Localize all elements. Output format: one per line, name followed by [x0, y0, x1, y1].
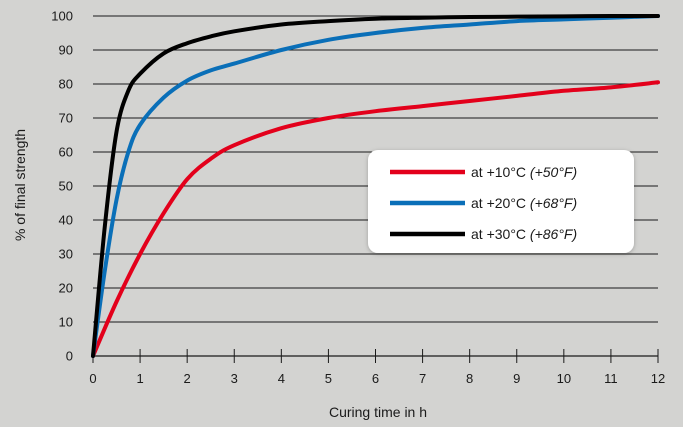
legend: at +10°C (+50°F)at +20°C (+68°F)at +30°C…: [368, 150, 634, 253]
legend-label: at +20°C (+68°F): [471, 195, 577, 211]
series-line-30c: [91, 13, 660, 358]
x-tick-label: 12: [651, 371, 665, 386]
legend-label-fahrenheit: (+86°F): [530, 226, 577, 242]
legend-item-10c: at +10°C (+50°F): [390, 164, 577, 180]
legend-item-30c: at +30°C (+86°F): [390, 226, 577, 242]
x-tick-label: 7: [419, 371, 426, 386]
y-tick-label: 50: [59, 179, 73, 194]
y-tick-label: 90: [59, 43, 73, 58]
x-tick-label: 4: [278, 371, 285, 386]
x-tick-label: 8: [466, 371, 473, 386]
x-axis-title: Curing time in h: [329, 404, 427, 420]
x-tick-label: 0: [89, 371, 96, 386]
x-tick-label: 6: [372, 371, 379, 386]
x-tick-label: 3: [231, 371, 238, 386]
legend-label-fahrenheit: (+68°F): [530, 195, 577, 211]
series-lines: [91, 13, 660, 358]
legend-box: [368, 150, 634, 253]
y-tick-label: 30: [59, 247, 73, 262]
y-tick-label: 10: [59, 315, 73, 330]
legend-label: at +30°C (+86°F): [471, 226, 577, 242]
x-tick-label: 9: [513, 371, 520, 386]
y-axis-title: % of final strength: [12, 129, 28, 241]
y-tick-label: 60: [59, 145, 73, 160]
y-tick-label: 20: [59, 281, 73, 296]
y-tick-label: 40: [59, 213, 73, 228]
series-line-20c: [91, 14, 660, 358]
legend-item-20c: at +20°C (+68°F): [390, 195, 577, 211]
legend-label-name: at +30°C: [471, 226, 530, 242]
x-tick-label: 11: [604, 371, 618, 386]
x-tick-label: 1: [136, 371, 143, 386]
y-tick-label: 80: [59, 77, 73, 92]
y-tick-label: 100: [51, 9, 73, 24]
series-line-10c: [91, 80, 660, 358]
legend-label: at +10°C (+50°F): [471, 164, 577, 180]
y-tick-label: 70: [59, 111, 73, 126]
x-tick-label: 10: [557, 371, 571, 386]
x-tick-label: 5: [325, 371, 332, 386]
y-tick-label: 0: [66, 349, 73, 364]
legend-label-name: at +20°C: [471, 195, 530, 211]
legend-label-fahrenheit: (+50°F): [530, 164, 577, 180]
legend-label-name: at +10°C: [471, 164, 530, 180]
x-tick-label: 2: [184, 371, 191, 386]
